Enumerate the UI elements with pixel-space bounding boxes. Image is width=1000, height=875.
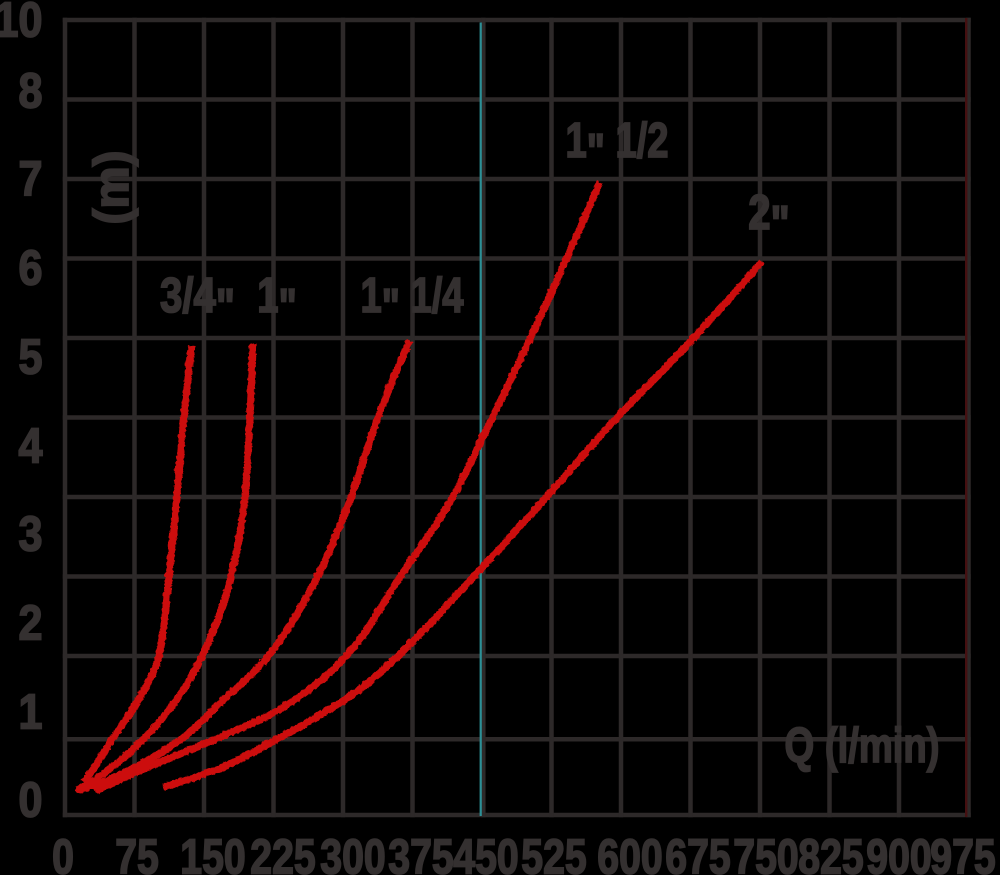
svg-text:4: 4 bbox=[19, 418, 43, 473]
svg-text:675: 675 bbox=[665, 830, 730, 875]
svg-text:8: 8 bbox=[19, 63, 43, 118]
svg-text:5: 5 bbox=[19, 329, 43, 384]
svg-text:900: 900 bbox=[866, 830, 931, 875]
svg-text:2: 2 bbox=[19, 595, 43, 650]
svg-text:3: 3 bbox=[19, 506, 43, 561]
svg-text:975: 975 bbox=[930, 830, 995, 875]
svg-text:600: 600 bbox=[597, 830, 662, 875]
svg-text:1: 1 bbox=[19, 684, 43, 739]
svg-text:225: 225 bbox=[250, 830, 315, 875]
svg-text:(m): (m) bbox=[84, 151, 139, 225]
svg-text:450: 450 bbox=[453, 830, 518, 875]
svg-text:0: 0 bbox=[19, 772, 43, 827]
svg-text:750: 750 bbox=[733, 830, 798, 875]
svg-text:525: 525 bbox=[521, 830, 586, 875]
svg-text:7: 7 bbox=[19, 151, 43, 206]
svg-text:375: 375 bbox=[388, 830, 453, 875]
svg-text:Q (l/min): Q (l/min) bbox=[785, 719, 940, 774]
svg-text:0: 0 bbox=[52, 830, 74, 875]
svg-text:75: 75 bbox=[115, 830, 159, 875]
svg-text:6: 6 bbox=[19, 240, 43, 295]
svg-text:150: 150 bbox=[180, 830, 245, 875]
svg-text:10: 10 bbox=[0, 0, 43, 47]
svg-text:825: 825 bbox=[798, 830, 863, 875]
svg-text:300: 300 bbox=[320, 830, 385, 875]
